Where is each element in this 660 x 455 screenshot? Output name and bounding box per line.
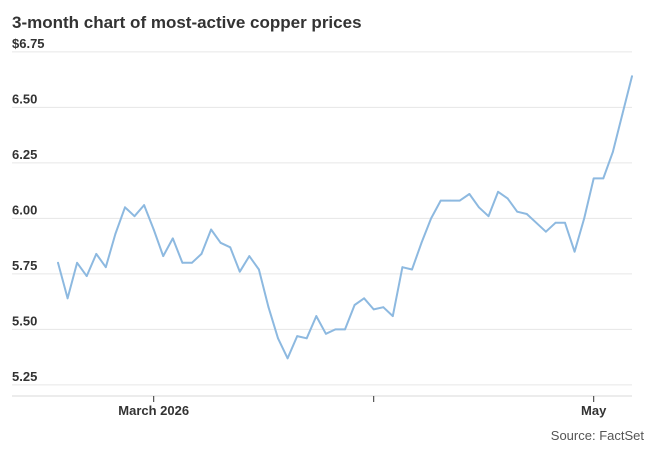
data-point [602,177,605,180]
data-point [143,204,146,207]
data-point [258,268,260,271]
data-point [554,221,557,224]
data-point [420,241,423,244]
series-line [57,75,633,360]
data-point [229,246,232,249]
x-axis: March 2026 May [12,395,632,418]
y-tick-label: 6.00 [12,202,37,217]
data-point [181,261,184,264]
chart-title: 3-month chart of most-active copper pric… [12,13,362,32]
data-point [353,304,356,306]
y-tick-label: 6.50 [12,91,37,106]
data-point [478,206,480,209]
x-tick-label: May [581,403,607,418]
data-point [171,237,174,240]
source-note: Source: FactSet [550,428,644,443]
data-point [564,221,566,224]
gridlines [12,51,632,386]
data-point [525,213,528,215]
data-point [57,261,59,264]
data-point [238,270,241,273]
data-point [344,328,346,331]
data-point [592,177,595,180]
data-point [219,241,222,244]
data-point [200,253,203,255]
data-point [334,328,337,331]
data-point [162,255,165,257]
data-point [114,233,117,235]
y-tick-label: 5.50 [12,313,37,328]
data-point [372,308,375,311]
y-tick-label: 6.25 [12,147,37,162]
data-point [497,190,499,193]
data-point [104,266,107,269]
data-point [315,315,318,317]
data-point [621,113,624,115]
data-point [411,268,413,271]
data-point [133,215,136,218]
data-point [573,250,576,253]
series-group [57,75,633,360]
y-tick-label: 5.75 [12,258,37,273]
data-point [152,228,155,231]
data-point [66,297,69,300]
data-point [468,193,471,195]
data-point [545,230,547,233]
data-point [391,315,394,317]
data-point [267,306,270,309]
data-point [631,75,633,78]
data-point [296,335,299,337]
y-axis: $6.75 6.50 6.25 6.00 5.75 5.50 5.25 [12,36,45,384]
data-point [277,337,279,340]
data-point [305,337,308,340]
y-tick-label: $6.75 [12,36,45,51]
data-point [76,261,78,264]
x-tick-label: March 2026 [118,403,189,418]
data-point [583,217,586,220]
y-tick-label: 5.25 [12,369,37,384]
data-point [401,266,404,269]
data-point [430,217,432,220]
data-point [286,357,289,360]
data-point [516,210,519,213]
data-point [449,199,452,202]
data-point [124,206,126,209]
data-point [535,221,538,224]
data-point [191,261,193,264]
data-point [487,215,490,218]
data-point [506,197,509,200]
data-point [95,253,98,255]
data-point [382,306,385,309]
data-point [439,199,442,202]
data-point [325,332,327,335]
data-point [248,255,251,257]
data-point [210,228,213,231]
data-point [85,275,88,277]
data-point [458,199,461,202]
data-point [363,297,365,300]
data-point [612,150,614,153]
